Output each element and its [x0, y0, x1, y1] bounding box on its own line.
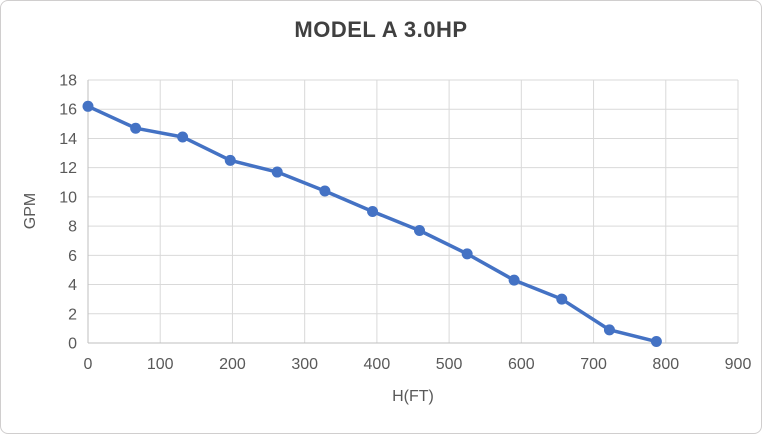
y-tick-label: 14 — [59, 131, 77, 148]
y-tick-label: 4 — [68, 277, 77, 294]
data-point-marker — [224, 154, 236, 166]
x-tick-label: 300 — [291, 356, 318, 373]
x-tick-label: 200 — [219, 356, 246, 373]
x-tick-label: 800 — [652, 356, 679, 373]
chart-title: MODEL A 3.0HP — [294, 17, 468, 42]
data-point-marker — [367, 206, 379, 217]
x-tick-label: 0 — [84, 356, 93, 373]
y-tick-label: 16 — [59, 102, 77, 119]
data-point-marker — [271, 166, 283, 178]
x-axis-title: H(FT) — [392, 388, 434, 405]
x-tick-label: 900 — [725, 356, 752, 373]
y-tick-label: 18 — [59, 73, 77, 90]
data-point-marker — [414, 224, 425, 236]
data-point-marker — [177, 131, 189, 143]
data-point-marker — [130, 122, 142, 134]
data-point-marker — [556, 293, 568, 305]
data-point-marker — [461, 248, 473, 260]
x-tick-label: 600 — [508, 356, 535, 373]
x-tick-label: 700 — [580, 356, 607, 373]
data-point-marker — [82, 100, 94, 112]
data-point-marker — [603, 324, 615, 336]
y-tick-label: 0 — [68, 336, 77, 353]
data-point-marker — [319, 185, 331, 197]
y-tick-label: 8 — [68, 219, 77, 236]
data-point-marker — [508, 274, 520, 286]
series-line — [86, 104, 659, 344]
x-tick-label: 500 — [436, 356, 463, 373]
y-tick-label: 6 — [68, 248, 77, 265]
y-tick-label: 10 — [59, 189, 77, 206]
y-tick-label: 2 — [68, 306, 77, 323]
x-tick-label: 400 — [364, 356, 391, 373]
y-tick-label: 12 — [59, 160, 77, 177]
x-tick-label: 100 — [147, 356, 174, 373]
data-point-marker — [650, 336, 662, 348]
